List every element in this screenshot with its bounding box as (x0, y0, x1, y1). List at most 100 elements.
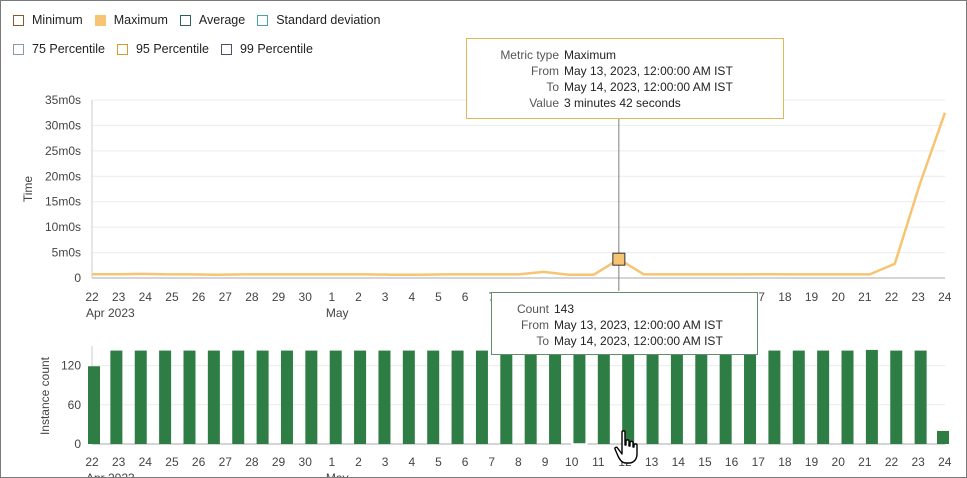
x-sub-label-count: May (326, 471, 349, 477)
legend-p95-swatch (116, 43, 128, 55)
bar-instance-count (817, 350, 830, 444)
legend-75-percentile[interactable]: 75 Percentile (13, 42, 105, 56)
bar-instance-count (646, 350, 659, 444)
tooltip-value-label: Value (529, 96, 559, 110)
x-tick-label-time: 21 (858, 290, 872, 304)
bar-instance-count (792, 350, 805, 444)
x-tick-label-count: 25 (165, 455, 179, 469)
bar-instance-count (768, 350, 781, 444)
x-tick-label-time: 29 (272, 290, 286, 304)
x-tick-label-count: 18 (778, 455, 792, 469)
legend-standard-deviation[interactable]: Standard deviation (257, 13, 380, 27)
x-tick-label-time: 6 (462, 290, 469, 304)
x-tick-label-count: 23 (911, 455, 925, 469)
x-tick-label-count: 15 (698, 455, 712, 469)
tooltip-from: May 13, 2023, 12:00:00 AM IST (564, 64, 733, 78)
x-tick-label-time: 26 (192, 290, 206, 304)
x-tick-label-time: 24 (938, 290, 952, 304)
bar-instance-count (744, 350, 757, 444)
legend-minimum-swatch (13, 14, 24, 26)
bar-instance-count (378, 350, 391, 444)
x-tick-label-count: 11 (592, 455, 605, 469)
x-tick-label-count: 28 (245, 455, 259, 469)
bar-instance-count (937, 430, 949, 444)
y-axis-title-time: Time (21, 176, 35, 203)
bar-instance-count (232, 350, 245, 444)
bar-instance-count (110, 350, 123, 444)
tooltip-bar-to-label: To (536, 334, 549, 348)
bar-instance-count (329, 350, 342, 444)
x-tick-label-count: 24 (139, 455, 153, 469)
tooltip-bar-from: May 13, 2023, 12:00:00 AM IST (554, 318, 723, 332)
x-tick-label-count: 29 (272, 455, 286, 469)
y-tick-label-time: 15m0s (45, 195, 81, 209)
x-tick-label-count: 3 (382, 455, 389, 469)
legend-p99-swatch (220, 43, 232, 55)
tooltip-metric-type: Maximum (564, 48, 617, 62)
legend-maximum-swatch (94, 14, 106, 26)
x-tick-label-count: 22 (885, 455, 899, 469)
x-tick-label-count: 30 (299, 455, 313, 469)
x-tick-label-count: 22 (85, 455, 99, 469)
x-tick-label-count: 14 (672, 455, 686, 469)
x-tick-label-count: 19 (805, 455, 819, 469)
bar-instance-count (305, 350, 318, 444)
legend-p75-swatch (13, 43, 24, 55)
highlight-marker-maximum (612, 252, 626, 266)
x-tick-label-count: 5 (435, 455, 442, 469)
bar-instance-count (500, 350, 513, 444)
x-tick-label-count: 9 (542, 455, 549, 469)
bar-instance-count (841, 350, 854, 444)
series-line-maximum (92, 112, 947, 276)
legend-maximum[interactable]: Maximum (94, 13, 168, 27)
x-tick-label-count: 7 (488, 455, 495, 469)
legend-p99-label: 99 Percentile (239, 42, 313, 56)
x-tick-label-time: 5 (435, 290, 442, 304)
x-tick-label-count: 27 (219, 455, 233, 469)
x-sub-label-count: Apr 2023 (86, 471, 135, 477)
legend-maximum-label: Maximum (113, 13, 168, 27)
x-tick-label-count: 10 (565, 455, 579, 469)
tooltip-count-label: Count (516, 302, 549, 316)
legend-p95-label: 95 Percentile (135, 42, 209, 56)
legend-row-2: 75 Percentile 95 Percentile 99 Percentil… (13, 42, 325, 56)
bar-instance-count (622, 350, 635, 444)
tooltip-count: 143 (554, 302, 575, 316)
x-tick-label-count: 4 (408, 455, 415, 469)
legend-p75-label: 75 Percentile (32, 42, 105, 56)
x-tick-label-time: 30 (299, 290, 313, 304)
x-tick-label-time: 23 (112, 290, 126, 304)
legend-99-percentile[interactable]: 99 Percentile (220, 42, 313, 56)
y-axis-title-count: Instance count (38, 356, 52, 435)
y-tick-label-count: 0 (74, 437, 81, 451)
x-tick-label-time: 3 (382, 290, 389, 304)
x-tick-label-time: 18 (778, 290, 792, 304)
bar-instance-count (890, 350, 903, 444)
bar-instance-count (597, 350, 610, 444)
y-tick-label-time: 0 (74, 271, 81, 285)
x-tick-label-count: 17 (752, 455, 766, 469)
legend-row-1: Minimum Maximum Average Standard deviati… (13, 13, 392, 27)
x-tick-label-time: 1 (329, 290, 336, 304)
bar-instance-count (134, 350, 147, 444)
y-tick-label-time: 20m0s (45, 169, 81, 183)
x-tick-label-count: 8 (515, 455, 522, 469)
line-tooltip: Metric type Maximum From May 13, 2023, 12:… (466, 38, 784, 119)
legend-average[interactable]: Average (179, 13, 245, 27)
y-tick-label-time: 25m0s (45, 144, 81, 158)
x-tick-label-time: 25 (165, 290, 179, 304)
legend-95-percentile[interactable]: 95 Percentile (116, 42, 209, 56)
bar-instance-count (451, 350, 464, 444)
x-tick-label-count: 13 (645, 455, 659, 469)
bar-instance-count (695, 350, 708, 444)
time-line-chart: 0 5m0s 10m0s 15m0s 20m0s 25m0s 30m0s 35m0s Time 2… (21, 93, 952, 320)
x-sub-label-time: May (326, 306, 349, 320)
x-tick-label-time: 19 (805, 290, 819, 304)
bar-tooltip: Count 143 From May 13, 2023, 12:00:00 AM I… (491, 292, 758, 355)
y-tick-label-time: 5m0s (52, 246, 81, 260)
legend-minimum[interactable]: Minimum (13, 13, 83, 27)
hand-pointer-icon (614, 430, 638, 464)
